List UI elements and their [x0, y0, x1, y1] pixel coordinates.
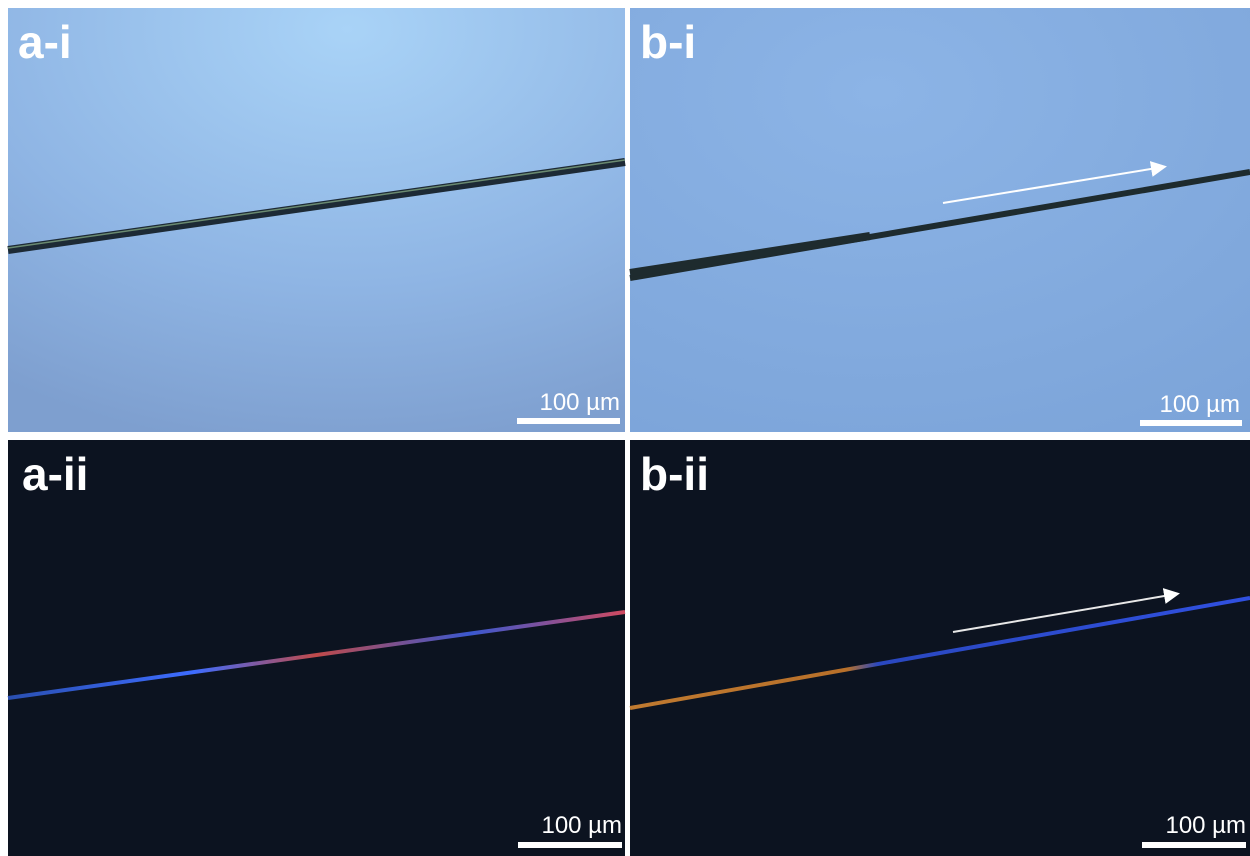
- micrograph: [630, 8, 1250, 432]
- micrograph: [8, 440, 625, 856]
- scale-bar-label: 100 µm: [541, 812, 622, 839]
- micrograph: [8, 8, 625, 432]
- panel-label: b-ii: [640, 448, 709, 500]
- panel-label: b-i: [640, 16, 696, 68]
- panel-a-i: a-i 100 µm: [8, 8, 625, 432]
- scale-bar: [517, 418, 620, 424]
- micrograph: [630, 440, 1250, 856]
- scale-bar: [518, 842, 622, 848]
- scale-bar: [1142, 842, 1246, 848]
- panel-b-i: b-i 100 µm: [630, 8, 1250, 432]
- scale-bar: [1140, 420, 1242, 426]
- scale-bar-label: 100 µm: [539, 389, 620, 416]
- scale-bar-label: 100 µm: [1159, 391, 1240, 418]
- panel-label: a-ii: [22, 448, 88, 500]
- panel-label: a-i: [18, 16, 72, 68]
- figure: a-i 100 µm b-i 100 µm a-ii 100 µm b-ii 1…: [0, 0, 1250, 856]
- panel-a-ii: a-ii 100 µm: [8, 440, 625, 856]
- scale-bar-label: 100 µm: [1165, 812, 1246, 839]
- panel-b-ii: b-ii 100 µm: [630, 440, 1250, 856]
